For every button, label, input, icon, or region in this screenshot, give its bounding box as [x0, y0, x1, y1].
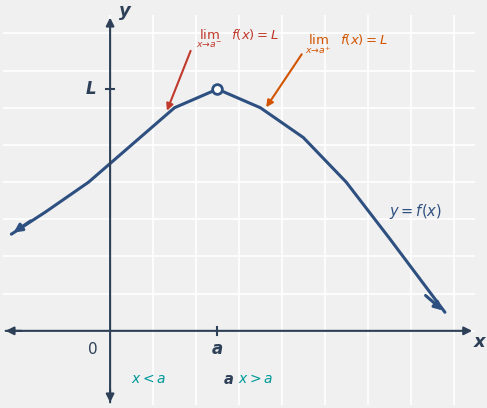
Text: x: x	[473, 333, 485, 351]
Text: a: a	[212, 340, 223, 359]
Text: $\lim_{x \to a^-}$  $f(x) = L$: $\lim_{x \to a^-}$ $f(x) = L$	[196, 28, 279, 50]
Text: L: L	[85, 80, 96, 98]
Text: $x < a$: $x < a$	[131, 372, 167, 386]
Text: $\lim_{x \to a^+}$  $f(x) = L$: $\lim_{x \to a^+}$ $f(x) = L$	[305, 33, 388, 56]
Text: a: a	[224, 372, 234, 387]
Text: 0: 0	[88, 342, 98, 357]
Text: $x > a$: $x > a$	[239, 372, 274, 386]
Text: y: y	[119, 2, 131, 20]
Text: $y = f(x)$: $y = f(x)$	[389, 202, 442, 222]
